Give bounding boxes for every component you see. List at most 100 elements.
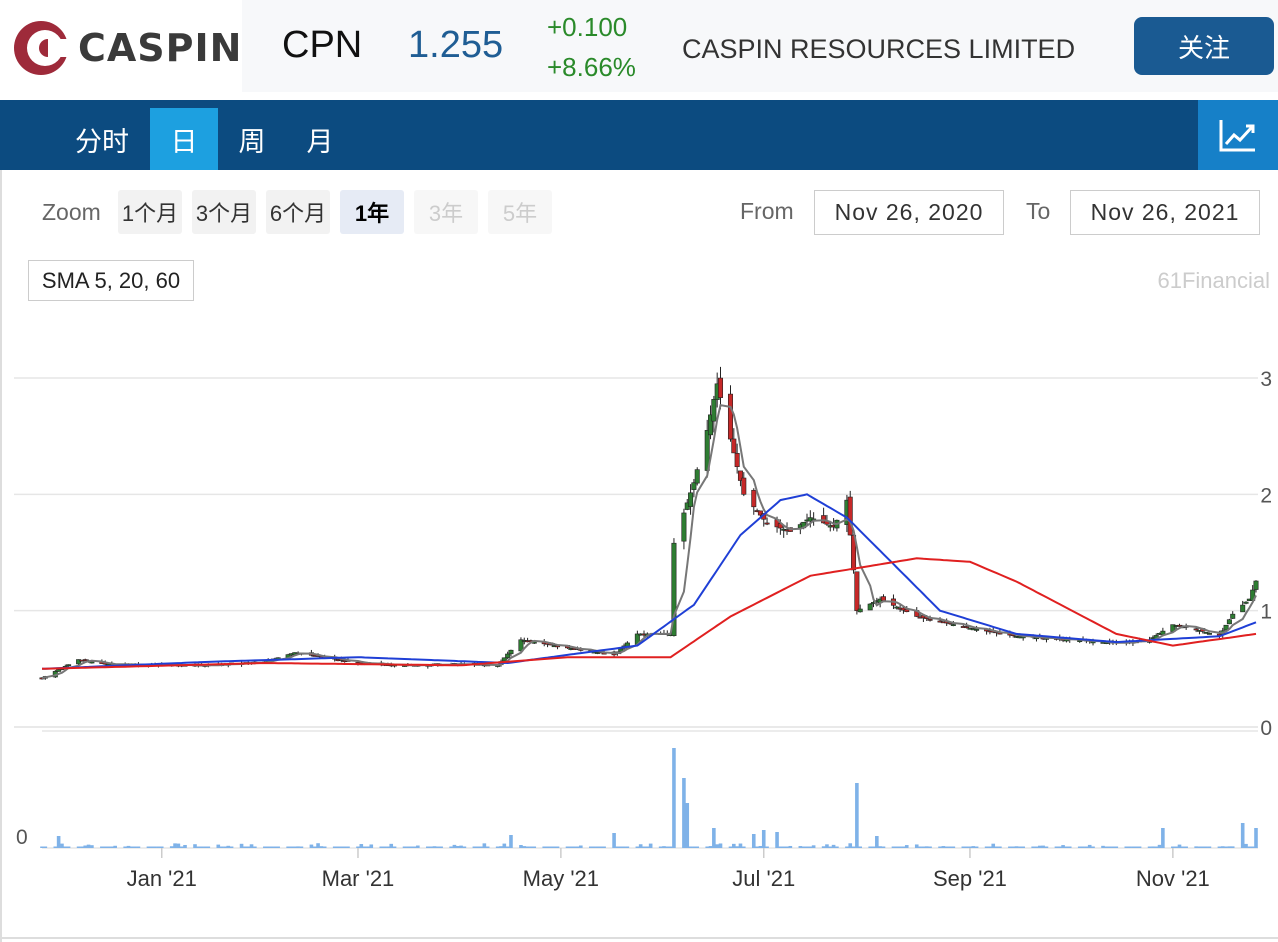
volume-bar — [249, 844, 254, 848]
candle-up — [688, 492, 694, 507]
volume-bar — [499, 846, 503, 848]
volume-bar — [316, 843, 320, 848]
candle-up — [1253, 580, 1259, 590]
zoom-5y-button: 5年 — [488, 190, 552, 234]
to-label: To — [1026, 198, 1051, 224]
volume-bar — [662, 846, 666, 848]
volume-bar — [592, 846, 596, 848]
volume-bar — [968, 846, 972, 848]
candle-down — [900, 607, 906, 611]
volume-bar — [505, 846, 510, 848]
volume-bar — [648, 843, 653, 848]
volume-bar — [741, 846, 746, 848]
volume-bar — [738, 843, 743, 848]
volume-bar — [615, 846, 620, 848]
volume-bar — [435, 846, 440, 848]
volume-bar — [1081, 846, 1085, 848]
volume-bar — [76, 846, 81, 848]
sma60-line — [41, 557, 1257, 670]
volume-bar — [545, 846, 550, 848]
volume-bar — [549, 846, 553, 848]
candle-down — [751, 489, 757, 508]
volume-bar — [183, 844, 187, 848]
sma-indicator-label[interactable]: SMA 5, 20, 60 — [28, 260, 194, 301]
candle-down — [927, 618, 933, 621]
volume-bar — [66, 846, 71, 848]
volume-bar — [1031, 846, 1035, 848]
volume-bar — [342, 846, 347, 848]
volume-bar — [595, 846, 600, 848]
volume-bar — [525, 846, 530, 848]
chart-type-button[interactable] — [1198, 100, 1278, 170]
tab-monthly[interactable]: 月 — [306, 126, 334, 157]
volume-bar — [928, 846, 932, 848]
chart-frame-border — [0, 170, 2, 942]
company-name: CASPIN RESOURCES LIMITED — [682, 34, 1076, 64]
volume-bar — [366, 846, 370, 848]
volume-bar — [1197, 846, 1202, 848]
volume-bar — [402, 846, 407, 848]
quote-header: CASPIN CPN 1.255 +0.100 +8.66% CASPIN RE… — [0, 0, 1278, 100]
volume-bar — [835, 846, 839, 848]
zoom-3m-button[interactable]: 3个月 — [192, 190, 256, 234]
volume-bar — [176, 843, 181, 848]
volume-bar — [432, 846, 437, 848]
zoom-6m-button[interactable]: 6个月 — [266, 190, 330, 234]
volume-bar — [918, 846, 922, 848]
price-chart[interactable]: 0 1 2 3 0 Jan '21 Mar '21 May '21 Jul '21 Sep '21… — [0, 250, 1278, 942]
volume-bar — [253, 846, 257, 848]
volume-bar — [1038, 845, 1042, 848]
volume-bar — [319, 846, 324, 848]
volume-bar — [386, 846, 390, 848]
volume-bar — [472, 846, 477, 848]
volume-bar — [356, 846, 360, 848]
volume-bar — [83, 845, 88, 848]
volume-bar — [588, 846, 593, 848]
volume-bar — [665, 846, 670, 848]
candle-up — [1230, 613, 1236, 619]
volume-bar — [312, 846, 317, 848]
tab-intraday[interactable]: 分时 — [75, 126, 129, 157]
to-date-input[interactable]: Nov 26, 2021 — [1070, 190, 1260, 235]
volume-bar — [63, 846, 68, 848]
volume-bar — [658, 846, 663, 848]
volume-bar — [1018, 846, 1022, 848]
volume-bar — [206, 846, 211, 848]
volume-bar — [133, 846, 137, 848]
follow-button[interactable]: 关注 — [1134, 17, 1274, 75]
volume-bar — [1107, 846, 1112, 848]
volume-bar — [685, 803, 690, 848]
volume-bar — [229, 846, 234, 848]
candle-down — [847, 496, 853, 536]
volume-bar — [682, 778, 686, 848]
volume-bar — [1230, 846, 1235, 848]
volume-bar — [529, 846, 533, 848]
from-date-input[interactable]: Nov 26, 2020 — [814, 190, 1004, 235]
x-axis-tick-label: Jan '21 — [127, 866, 197, 891]
zoom-1m-button[interactable]: 1个月 — [118, 190, 182, 234]
tab-weekly[interactable]: 周 — [238, 126, 266, 157]
zoom-1y-button[interactable]: 1年 — [340, 190, 404, 234]
volume-bar — [289, 846, 294, 848]
volume-bar — [379, 846, 384, 848]
volume-bar — [728, 846, 733, 848]
volume-bar — [871, 846, 876, 848]
volume-bar — [1174, 846, 1178, 848]
volume-bar — [60, 843, 64, 848]
volume-bar — [130, 846, 134, 848]
tab-daily[interactable]: 日 — [150, 108, 218, 170]
volume-bar — [359, 844, 364, 848]
volume-bar — [612, 833, 616, 848]
volume-bar — [110, 846, 114, 848]
volume-bar — [575, 846, 580, 848]
volume-bar — [80, 846, 84, 848]
volume-bar — [1184, 846, 1188, 848]
volume-bar — [1171, 846, 1175, 848]
volume-bar — [292, 846, 297, 848]
volume-bar — [106, 846, 111, 848]
volume-bar — [1200, 846, 1205, 848]
candle-up — [1206, 632, 1212, 635]
candle-up — [867, 603, 873, 611]
volume-bar — [43, 846, 48, 848]
volume-bar — [948, 846, 952, 848]
